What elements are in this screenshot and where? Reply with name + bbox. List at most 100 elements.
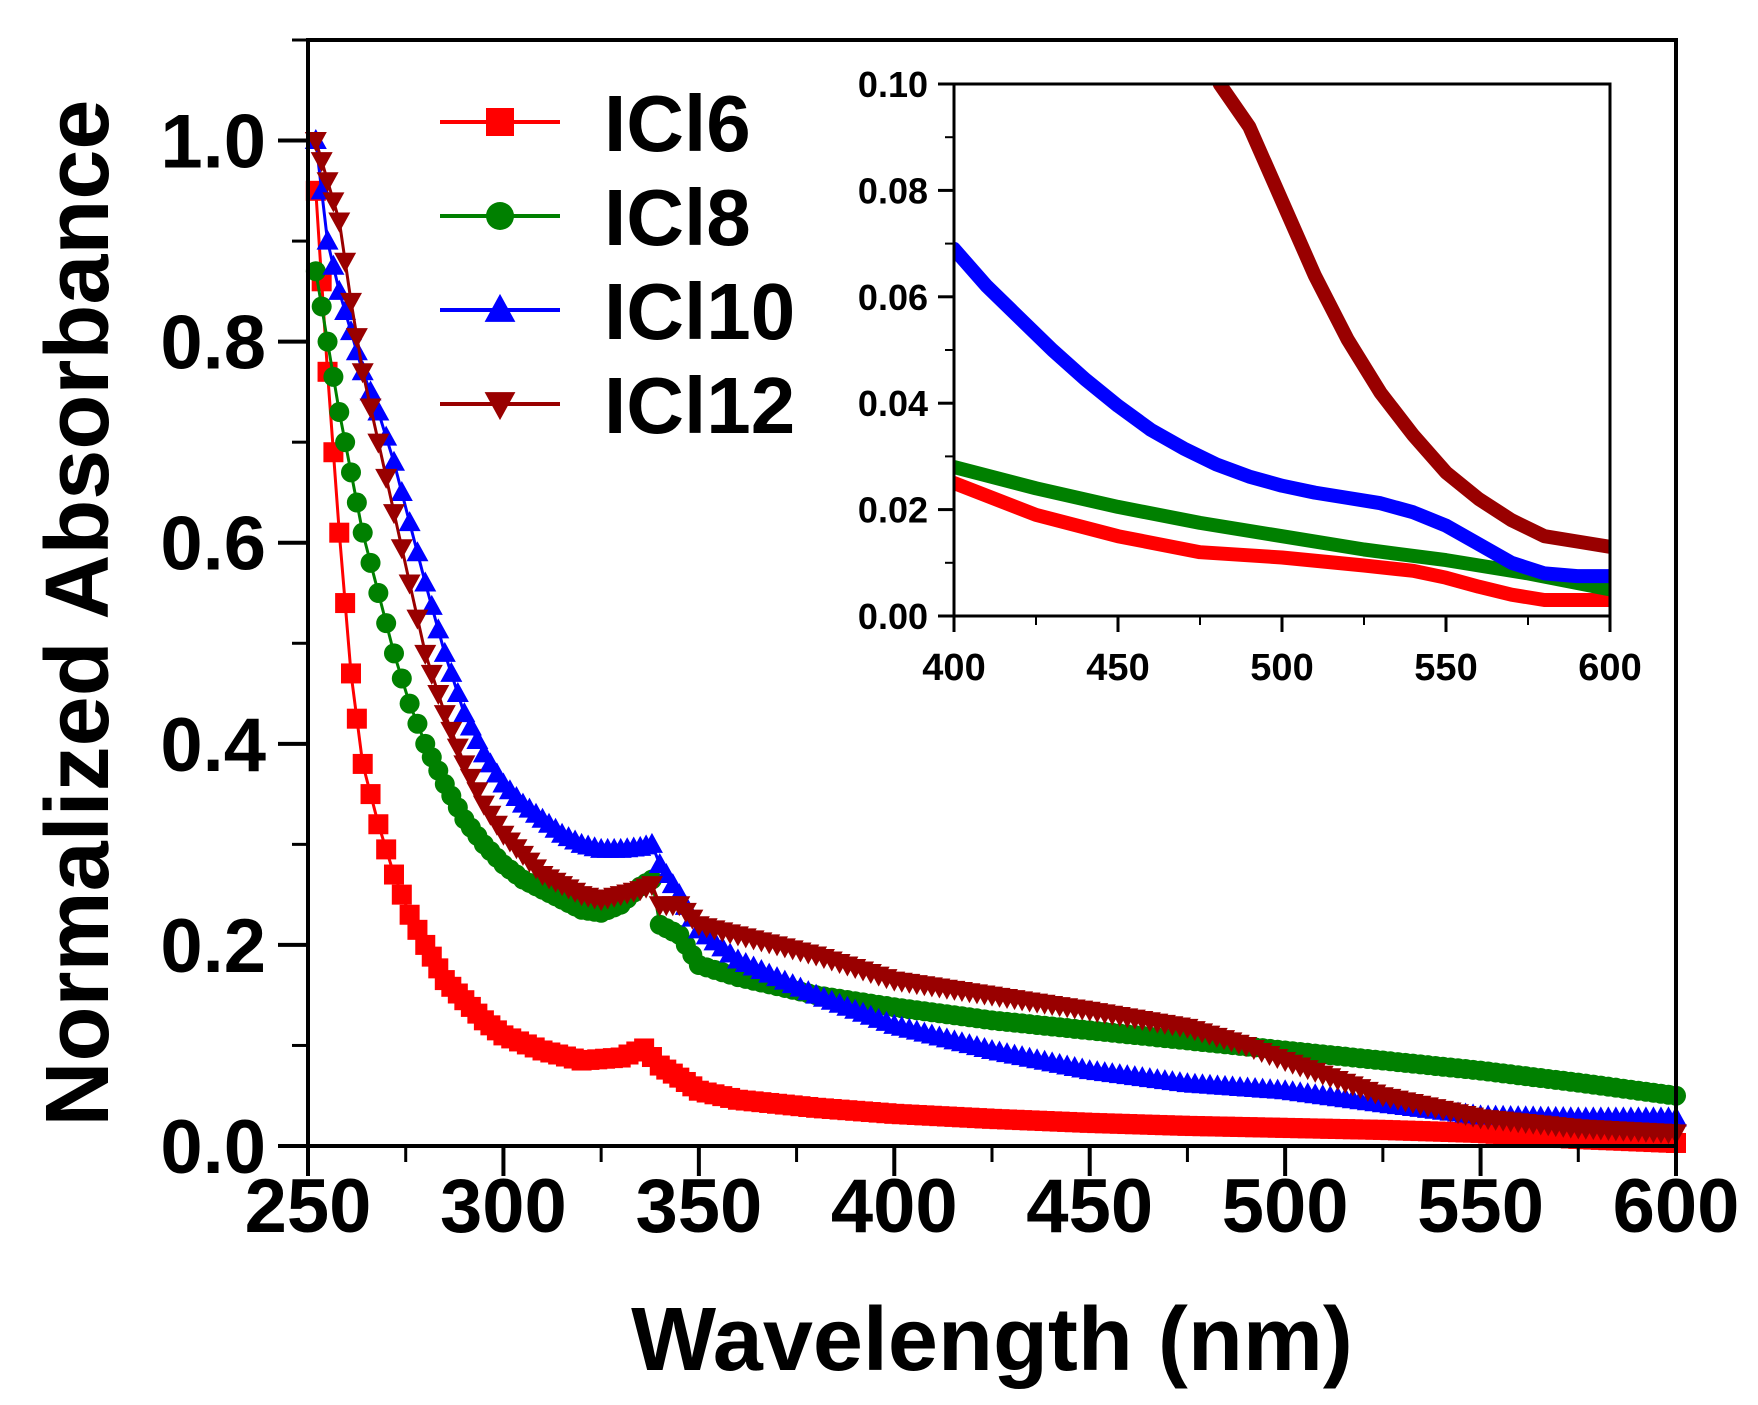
data-point [317, 331, 338, 352]
data-point [420, 664, 443, 685]
data-point [640, 832, 663, 853]
data-point [382, 450, 405, 471]
data-point [399, 693, 420, 714]
data-point [406, 541, 429, 562]
y-axis-title: Normalized Absorbance [28, 100, 128, 1127]
x-tick-label: 550 [1417, 1164, 1544, 1249]
inset-y-tick-label: 0.04 [858, 383, 928, 424]
data-point [440, 661, 463, 682]
data-point [335, 432, 356, 453]
data-point [359, 398, 382, 419]
legend-label: ICl6 [604, 79, 751, 168]
inset-x-tick-label: 550 [1414, 647, 1477, 689]
y-tick-label: 0.0 [160, 1105, 266, 1190]
legend-marker [484, 392, 516, 421]
data-point [359, 380, 382, 401]
data-point [310, 152, 333, 173]
inset-y-tick-label: 0.08 [858, 170, 928, 211]
inset-x-tick-label: 500 [1250, 647, 1313, 689]
inset-series-layer [954, 84, 1610, 607]
data-point [346, 708, 367, 729]
data-point [334, 299, 357, 320]
inset-series-icl12 [1212, 84, 1610, 554]
data-point [427, 685, 450, 706]
legend-label: ICl12 [604, 361, 795, 450]
data-point [459, 768, 482, 789]
data-point [383, 643, 404, 664]
data-point [446, 682, 469, 703]
data-point [322, 254, 345, 275]
data-point [360, 552, 381, 573]
data-point [398, 511, 421, 532]
data-point [316, 229, 339, 250]
data-point [382, 504, 405, 525]
x-tick-label: 500 [1222, 1164, 1349, 1249]
data-point [322, 192, 345, 213]
data-point [407, 713, 428, 734]
data-point [398, 574, 421, 595]
data-point [453, 755, 476, 776]
data-point [376, 613, 397, 634]
data-point [352, 522, 373, 543]
y-tick-label: 0.8 [160, 301, 266, 386]
x-axis-title: Wavelength (nm) [631, 1290, 1353, 1390]
inset-y-tick-label: 0.10 [858, 64, 928, 105]
series-icl10 [304, 129, 1687, 1127]
series-icl8 [305, 261, 1686, 1106]
y-tick-label: 0.6 [160, 502, 266, 587]
inset-y-tick-label: 0.06 [858, 277, 928, 318]
main-y-axis: 0.0 0.2 0.4 0.6 0.8 1.0 [160, 38, 308, 1190]
data-point [466, 782, 489, 803]
x-tick-label: 600 [1613, 1164, 1740, 1249]
main-plot-area: 250 300 350 400 450 500 550 600 0.0 0.2 0.4 0.6 0.8… [28, 38, 1740, 1390]
legend-item-icl6: ICl6 [440, 79, 751, 168]
data-point [339, 292, 362, 313]
data-point [316, 172, 339, 193]
data-point [360, 784, 381, 805]
data-point [345, 328, 368, 349]
data-point [414, 571, 437, 592]
legend-item-icl10: ICl10 [440, 267, 795, 356]
data-point [427, 618, 450, 639]
x-tick-label: 250 [245, 1164, 372, 1249]
data-point [391, 884, 412, 905]
x-tick-label: 300 [440, 1164, 567, 1249]
data-point [466, 728, 489, 749]
main-x-axis: 250 300 350 400 450 500 550 600 [245, 1146, 1740, 1249]
data-point [459, 715, 482, 736]
inset-y-axis: 0.00 0.02 0.04 0.06 0.08 0.10 [858, 64, 954, 637]
data-point [485, 815, 508, 836]
legend-item-icl8: ICl8 [440, 173, 751, 262]
data-point [329, 402, 350, 423]
data-point [472, 795, 495, 816]
data-point [367, 433, 390, 454]
inset-x-tick-label: 450 [1086, 647, 1149, 689]
x-tick-label: 400 [831, 1164, 958, 1249]
data-point [340, 462, 361, 483]
data-point [407, 919, 428, 940]
data-point [346, 492, 367, 513]
inset-y-tick-label: 0.02 [858, 490, 928, 531]
data-point [406, 609, 429, 630]
inset-x-tick-label: 400 [922, 647, 985, 689]
data-point [334, 252, 357, 273]
data-point [335, 593, 356, 614]
data-point [375, 468, 398, 489]
legend-label: ICl10 [604, 267, 795, 356]
legend-label: ICl8 [604, 173, 751, 262]
data-point [328, 212, 351, 233]
inset-y-tick-label: 0.00 [858, 596, 928, 637]
data-point [640, 876, 663, 897]
data-point [305, 261, 326, 282]
data-point [390, 539, 413, 560]
data-point [440, 721, 463, 742]
legend-marker [484, 293, 516, 322]
data-point [376, 839, 397, 860]
inset-x-axis: 400 450 500 550 600 [922, 616, 1642, 689]
legend-item-icl12: ICl12 [440, 361, 795, 450]
data-point [479, 805, 502, 826]
data-point [340, 663, 361, 684]
inset-series-icl6 [954, 476, 1610, 607]
data-point [433, 705, 456, 726]
